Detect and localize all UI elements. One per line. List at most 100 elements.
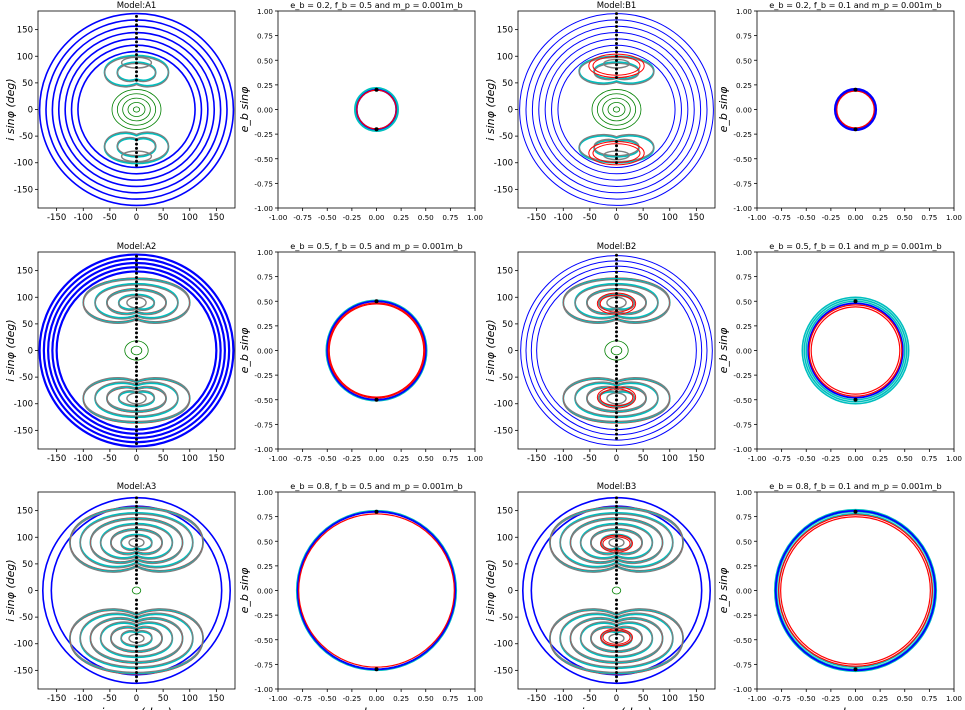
grey-libration-curve — [578, 56, 655, 86]
initial-condition-dot — [615, 526, 618, 530]
initial-condition-dot — [853, 299, 858, 304]
y-axis-label: i sinφ (deg) — [4, 559, 17, 621]
initial-condition-dot — [135, 310, 138, 314]
initial-condition-dot — [615, 12, 618, 16]
initial-condition-dot — [615, 428, 618, 432]
initial-condition-dot — [615, 560, 618, 564]
grey-libration-curve — [593, 138, 640, 157]
initial-condition-dot — [615, 385, 618, 389]
cyan-libration-curve — [103, 54, 170, 87]
initial-condition-dot — [615, 33, 618, 37]
initial-condition-dot — [615, 607, 618, 611]
initial-condition-dot — [615, 139, 618, 143]
x-tick-label: -0.25 — [822, 694, 841, 703]
y-tick-label: 1.00 — [736, 248, 752, 257]
initial-condition-dot — [853, 87, 858, 92]
grey-libration-curve — [590, 529, 643, 556]
x-tick-label: 0.25 — [393, 454, 409, 463]
green-circulation-curve — [122, 97, 151, 122]
x-tick-label: -0.50 — [318, 454, 337, 463]
initial-condition-dot — [615, 509, 618, 513]
initial-condition-dot — [135, 662, 138, 666]
x-tick-label: -100 — [74, 213, 93, 223]
initial-condition-dot — [135, 40, 138, 44]
plot-area — [521, 496, 712, 685]
plot-area — [773, 508, 938, 673]
initial-condition-dot — [135, 263, 138, 267]
initial-condition-dot — [135, 254, 138, 258]
x-tick-label: 0.00 — [847, 454, 863, 463]
plot-area — [519, 12, 714, 206]
y-tick-label: 0 — [508, 587, 513, 597]
red-libration-curve — [570, 517, 663, 562]
initial-condition-dot — [135, 670, 138, 674]
y-tick-label: 0.50 — [736, 56, 752, 65]
y-tick-label: 0.75 — [257, 32, 273, 41]
initial-condition-dot — [615, 360, 618, 364]
initial-condition-dot — [135, 653, 138, 657]
red-libration-curve — [82, 379, 191, 424]
grey-libration-curve — [580, 621, 653, 657]
red-ecc-curve — [298, 513, 455, 668]
x-tick-label: -150 — [527, 694, 546, 704]
y-tick-label: -100 — [14, 640, 33, 650]
initial-condition-dot — [615, 355, 618, 359]
initial-condition-dot — [615, 292, 618, 296]
initial-condition-dot — [374, 299, 379, 304]
initial-condition-dot — [615, 547, 618, 551]
grey-lobe-curve — [608, 537, 625, 548]
x-tick-label: 50 — [638, 213, 649, 223]
initial-condition-dot — [135, 391, 138, 395]
initial-condition-dot — [615, 46, 618, 50]
cyan-libration-curve — [110, 528, 163, 555]
initial-condition-dot — [615, 152, 618, 156]
initial-condition-dot — [615, 274, 618, 278]
y-tick-label: 0.75 — [257, 273, 273, 282]
initial-condition-dot — [615, 389, 618, 393]
grey-libration-curve — [110, 625, 163, 652]
x-tick-label: 0.50 — [897, 213, 913, 222]
x-tick-label: 100 — [182, 694, 198, 704]
x-tick-label: 100 — [182, 454, 198, 464]
initial-condition-dot — [135, 31, 138, 35]
initial-condition-dot — [615, 679, 618, 683]
initial-condition-dot — [135, 293, 138, 297]
x-tick-label: -0.75 — [293, 213, 312, 222]
x-tick-label: -0.50 — [797, 213, 816, 222]
initial-condition-dot — [135, 44, 138, 48]
y-tick-label: -1.00 — [254, 204, 273, 213]
x-tick-label: 0 — [134, 454, 139, 464]
plot-area — [295, 509, 458, 672]
initial-condition-dot — [615, 37, 618, 41]
red-libration-curve — [69, 610, 204, 675]
initial-condition-dot — [135, 416, 138, 420]
y-tick-label: 150 — [497, 26, 513, 36]
x-tick-label: -50 — [583, 454, 597, 464]
y-tick-label: 0.25 — [257, 562, 273, 571]
grey-libration-curve — [79, 612, 194, 668]
y-tick-label: -0.25 — [254, 130, 273, 139]
initial-condition-dot — [135, 271, 138, 275]
cyan-libration-curve — [549, 506, 684, 572]
initial-condition-dot — [135, 301, 138, 305]
cyan-libration-curve — [69, 609, 204, 675]
x-tick-label: 150 — [688, 454, 704, 464]
x-tick-label: -0.25 — [343, 694, 362, 703]
grey-libration-curve — [593, 62, 640, 81]
cyan-libration-curve — [586, 288, 647, 315]
cyan-libration-curve — [120, 533, 153, 551]
axes-frame — [756, 251, 955, 450]
initial-condition-dot — [135, 284, 138, 288]
x-tick-label: -0.75 — [772, 213, 791, 222]
panel-title: Model:B2 — [597, 242, 637, 252]
initial-condition-dot — [135, 577, 138, 581]
y-tick-label: -100 — [494, 400, 513, 410]
y-tick-label: -1.00 — [733, 204, 752, 213]
y-tick-label: 0 — [28, 106, 33, 116]
y-tick-label: 0 — [508, 347, 513, 357]
x-tick-label: 0.50 — [897, 454, 913, 463]
x-tick-label: -1.00 — [269, 694, 288, 703]
x-tick-label: 50 — [158, 213, 169, 223]
y-tick-label: 50 — [22, 560, 33, 570]
initial-condition-dot — [135, 365, 138, 369]
